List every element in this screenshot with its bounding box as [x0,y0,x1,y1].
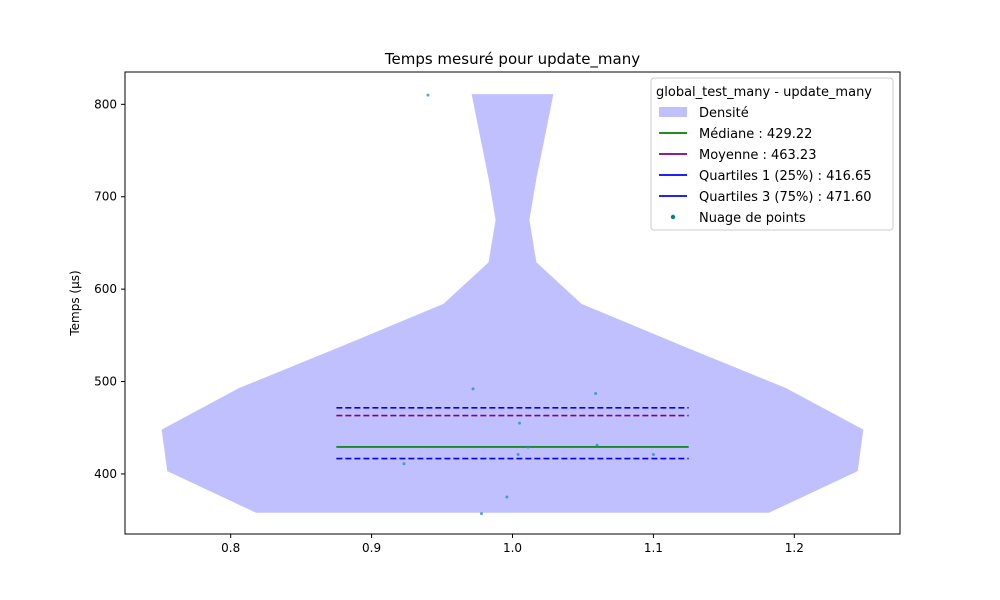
chart-title: Temps mesuré pour update_many [384,50,640,69]
legend-mean-label: Moyenne : 463.23 [699,148,816,163]
legend-title: global_test_many - update_many [656,85,872,100]
legend-box [650,77,894,231]
scatter-point [471,387,475,391]
legend-scatter-label: Nuage de points [699,211,806,226]
y-tick-label: 500 [94,375,117,389]
legend-density-swatch [659,107,687,117]
legend-q3-label: Quartiles 3 (75%) : 471.60 [699,190,872,205]
x-axis: 0.8 0.9 1.0 1.1 1.2 [221,534,804,555]
legend: global_test_many - update_many Densité Méd… [650,77,894,231]
scatter-point [480,512,483,516]
y-tick-label: 400 [94,467,117,481]
y-axis: 400 500 600 700 800 [94,97,125,481]
x-tick-label: 0.9 [362,541,381,555]
legend-median-label: Médiane : 429.22 [699,127,812,142]
scatter-point [595,443,599,447]
legend-q1-label: Quartiles 1 (25%) : 416.65 [699,169,872,184]
scatter-point [402,462,406,466]
x-tick-label: 1.1 [644,541,663,555]
y-tick-label: 800 [94,97,117,111]
legend-density-label: Densité [699,106,749,121]
scatter-point [526,445,530,449]
scatter-point [518,421,522,425]
stat-lines [336,406,689,460]
scatter-point [516,453,520,457]
x-tick-label: 1.2 [785,541,804,555]
scatter-point [505,495,509,499]
y-axis-label: Temps (µs) [68,270,82,336]
y-tick-label: 600 [94,282,117,296]
legend-scatter-swatch [670,214,676,220]
scatter-point [651,453,655,457]
scatter-point [594,392,598,396]
scatter-point [426,93,430,97]
scatter-points [402,93,655,516]
x-tick-label: 1.0 [503,541,522,555]
y-tick-label: 700 [94,190,117,204]
x-tick-label: 0.8 [221,541,240,555]
